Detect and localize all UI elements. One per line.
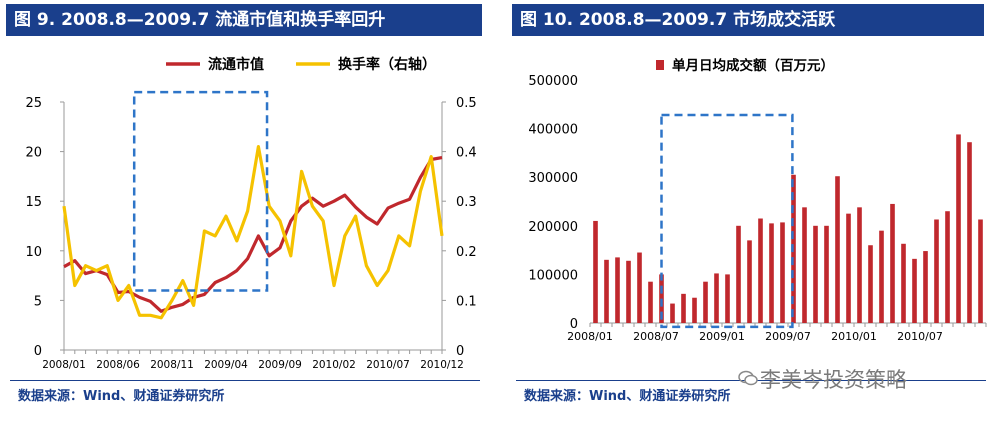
y-right-tick-label: 0.3 <box>456 195 477 210</box>
chart-title-left: 图 9. 2008.8—2009.7 流通市值和换手率回升 <box>6 4 482 36</box>
bar <box>615 257 620 323</box>
y-right-tick-label: 0.2 <box>456 245 477 260</box>
bar <box>912 258 917 323</box>
bar <box>978 219 983 323</box>
bar <box>758 218 763 323</box>
bar <box>923 251 928 323</box>
market-cap-turnover-chart: 0 5 10 15 20 25 0 0.1 0.2 0.3 0.4 0.5 2008/01 2008/06… <box>25 56 477 371</box>
bar <box>769 223 774 323</box>
x-tick-label: 2008/11 <box>150 359 194 371</box>
highlight-box <box>660 113 794 329</box>
x-tick-label: 2010/01 <box>831 330 877 343</box>
bar <box>890 203 895 323</box>
bar <box>637 252 642 323</box>
x-tick-label: 2009/04 <box>204 359 248 371</box>
x-tick-label: 2010/12 <box>420 359 464 371</box>
bar <box>747 240 752 323</box>
y-left-tick-label: 5 <box>34 294 42 309</box>
y-left-tick-label: 25 <box>25 96 42 111</box>
y-left-tick-label: 0 <box>34 344 42 359</box>
bar <box>692 297 697 323</box>
chart-title-right: 图 10. 2008.8—2009.7 市场成交活跃 <box>512 4 984 36</box>
y-left-tick-label: 10 <box>25 245 42 260</box>
x-tick-label: 2008/01 <box>42 359 86 371</box>
bar <box>802 207 807 323</box>
x-tick-label: 2010/02 <box>312 359 356 371</box>
y-tick-label: 200000 <box>528 220 578 235</box>
bar <box>956 134 961 323</box>
bar <box>824 225 829 323</box>
bar <box>857 207 862 323</box>
bar <box>703 281 708 323</box>
x-tick-label: 2009/09 <box>258 359 302 371</box>
trading-volume-panel: 图 10. 2008.8—2009.7 市场成交活跃 0 100000 200000… <box>506 0 991 421</box>
x-tick-label: 2009/01 <box>699 330 745 343</box>
x-tick-label: 2010/07 <box>897 330 943 343</box>
bar <box>846 213 851 323</box>
x-tick-label: 2009/07 <box>765 330 811 343</box>
y-left-tick-label: 20 <box>25 146 42 161</box>
daily-turnover-bar-chart: 0 100000 200000 300000 400000 500000 2008/01 20… <box>528 57 987 343</box>
y-right-tick-label: 0 <box>456 344 464 359</box>
turnover-line <box>62 144 444 320</box>
source-note-right: 数据来源：Wind、财通证券研究所 <box>524 389 731 404</box>
wechat-icon <box>738 370 758 386</box>
y-tick-label: 400000 <box>528 123 578 138</box>
bar <box>967 142 972 323</box>
legend-market-cap-label: 流通市值 <box>208 56 264 73</box>
y-right-tick-label: 0.1 <box>456 294 477 309</box>
market-cap-line <box>63 156 443 313</box>
bar <box>626 260 631 323</box>
y-right-tick-label: 0.4 <box>456 146 477 161</box>
y-tick-label: 0 <box>570 317 578 332</box>
y-tick-label: 500000 <box>528 74 578 89</box>
bar <box>934 219 939 323</box>
bar <box>725 274 730 323</box>
bar <box>670 303 675 323</box>
divider-left <box>10 380 480 381</box>
bar <box>879 230 884 323</box>
bar <box>648 281 653 323</box>
legend-swatch <box>656 60 664 70</box>
highlight-box <box>132 90 269 292</box>
bar <box>593 220 598 323</box>
x-tick-label: 2008/06 <box>96 359 140 371</box>
source-note-left: 数据来源：Wind、财通证券研究所 <box>18 389 225 404</box>
bar <box>736 225 741 323</box>
y-left-tick-label: 15 <box>25 195 42 210</box>
bar <box>714 273 719 323</box>
bar <box>604 259 609 323</box>
bar <box>868 245 873 323</box>
y-right-tick-label: 0.5 <box>456 96 477 111</box>
bar <box>681 293 686 323</box>
watermark-text: 李美岑投资策略 <box>760 368 907 392</box>
bar <box>780 222 785 323</box>
y-tick-label: 100000 <box>528 268 578 283</box>
bar <box>901 243 906 323</box>
legend-turnover-label: 换手率（右轴） <box>338 56 436 73</box>
x-tick-label: 2010/07 <box>366 359 410 371</box>
bar <box>835 176 840 323</box>
bar <box>945 211 950 323</box>
x-tick-label: 2008/01 <box>567 330 613 343</box>
legend-label: 单月日均成交额（百万元） <box>672 57 834 74</box>
bar <box>813 225 818 323</box>
y-tick-label: 300000 <box>528 171 578 186</box>
market-cap-turnover-panel: 图 9. 2008.8—2009.7 流通市值和换手率回升 0 5 10 15 20 25… <box>0 0 492 421</box>
x-tick-label: 2008/07 <box>633 330 679 343</box>
